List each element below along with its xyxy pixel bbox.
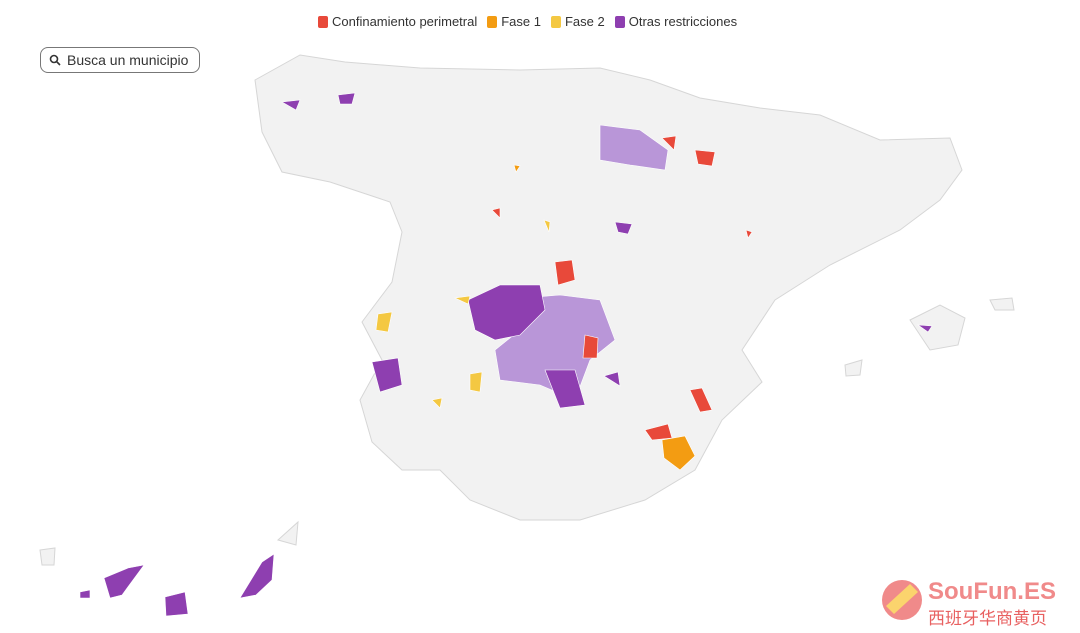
region bbox=[544, 369, 586, 409]
region bbox=[375, 219, 551, 409]
island-hierro bbox=[39, 547, 56, 566]
region bbox=[599, 124, 669, 171]
legend-swatch bbox=[487, 15, 498, 28]
legend-label: Otras restricciones bbox=[628, 14, 738, 29]
peninsula bbox=[254, 54, 963, 521]
region bbox=[467, 284, 546, 341]
legend-item: Otras restricciones bbox=[614, 14, 738, 29]
watermark-logo bbox=[882, 580, 922, 620]
island-ibiza bbox=[844, 359, 863, 377]
legend: Confinamiento perimetral Fase 1 Fase 2 Otra… bbox=[318, 14, 737, 29]
legend-item: Fase 1 bbox=[487, 14, 541, 29]
legend-item: Confinamiento perimetral bbox=[318, 14, 477, 29]
legend-label: Fase 2 bbox=[564, 14, 605, 29]
region bbox=[281, 92, 356, 111]
legend-label: Fase 1 bbox=[501, 14, 541, 29]
legend-label: Confinamiento perimetral bbox=[332, 14, 478, 29]
search-box[interactable]: Busca un municipio bbox=[40, 47, 200, 73]
watermark-subtitle: 西班牙华商黄页 bbox=[928, 609, 1047, 628]
island-menorca bbox=[989, 297, 1015, 311]
region bbox=[79, 553, 275, 617]
legend-swatch bbox=[550, 15, 561, 28]
legend-item: Fase 2 bbox=[550, 14, 605, 29]
legend-swatch bbox=[318, 15, 328, 28]
watermark: SouFun.ES 西班牙华商黄页 bbox=[880, 578, 1056, 628]
island-mallorca bbox=[909, 304, 966, 351]
region bbox=[603, 221, 933, 387]
search-placeholder: Busca un municipio bbox=[67, 52, 189, 68]
legend-swatch bbox=[614, 15, 625, 28]
region bbox=[371, 357, 403, 393]
island-lanzarote bbox=[276, 520, 299, 546]
region bbox=[513, 164, 696, 471]
search-icon bbox=[49, 54, 61, 66]
watermark-brand: SouFun.ES bbox=[928, 578, 1056, 605]
